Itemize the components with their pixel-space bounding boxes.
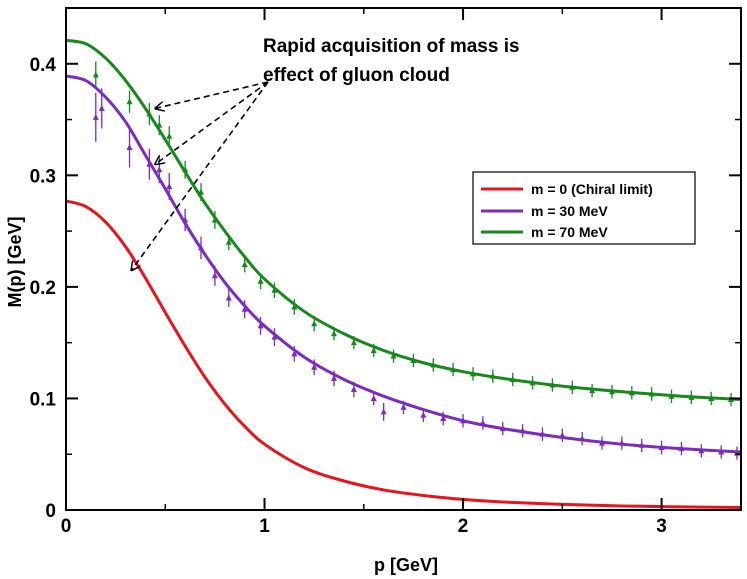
data-point [350,339,357,346]
data-point [241,261,248,268]
data-point [311,363,318,370]
legend-label-chiral: m = 0 (Chiral limit) [531,181,653,197]
data-point [126,98,133,105]
annotation-arrow [155,81,269,164]
data-point [331,330,338,337]
axis-ticks: 0 1 2 3 0 0.1 0.2 0.3 0.4 [30,7,741,537]
series-line-1 [65,74,742,454]
annotation-arrow [132,81,269,270]
data-point [257,277,264,284]
y-axis-label: M(p) [GeV] [5,217,25,308]
y-tick-label: 0.1 [30,389,57,410]
series-line-0 [65,199,742,510]
legend-label-70mev: m = 70 MeV [531,224,608,240]
data-point [166,182,173,189]
data-point [92,113,99,120]
data-point [98,104,105,111]
data-point [370,346,377,353]
data-point [211,272,218,279]
data-point [241,305,248,312]
y-tick-label: 0.3 [30,166,56,187]
data-point [225,238,232,245]
data-point [390,352,397,359]
series-line-2 [65,38,742,402]
data-point [166,132,173,139]
x-tick-label: 3 [656,516,667,537]
x-tick-label: 0 [61,516,72,537]
annotation-arrows [132,81,269,270]
data-point [350,386,357,393]
x-axis-label: p [GeV] [374,555,438,575]
annotation-line-2: effect of gluon cloud [263,65,450,86]
data-point [311,320,318,327]
plot-frame [65,7,742,511]
data-point [92,71,99,78]
plot-marks [65,38,742,510]
data-point [291,350,298,357]
x-tick-label: 2 [458,516,469,537]
data-point [225,294,232,301]
y-tick-label: 0.4 [30,55,57,76]
x-tick-label: 1 [259,516,270,537]
data-point [420,411,427,418]
data-point [370,394,377,401]
data-point [156,166,163,173]
data-point [271,333,278,340]
y-tick-label: 0.2 [30,278,56,299]
legend-label-30mev: m = 30 MeV [531,203,608,219]
y-tick-label: 0 [45,501,56,522]
legend: m = 0 (Chiral limit) m = 30 MeV m = 70 M… [472,171,696,245]
data-point [380,408,387,415]
data-point [440,415,447,422]
scatter-series-0 [92,88,741,460]
data-point [331,374,338,381]
data-point [400,403,407,410]
data-point [257,322,264,329]
data-point [291,303,298,310]
data-point [126,143,133,150]
annotation-line-1: Rapid acquisition of mass is [263,36,520,57]
